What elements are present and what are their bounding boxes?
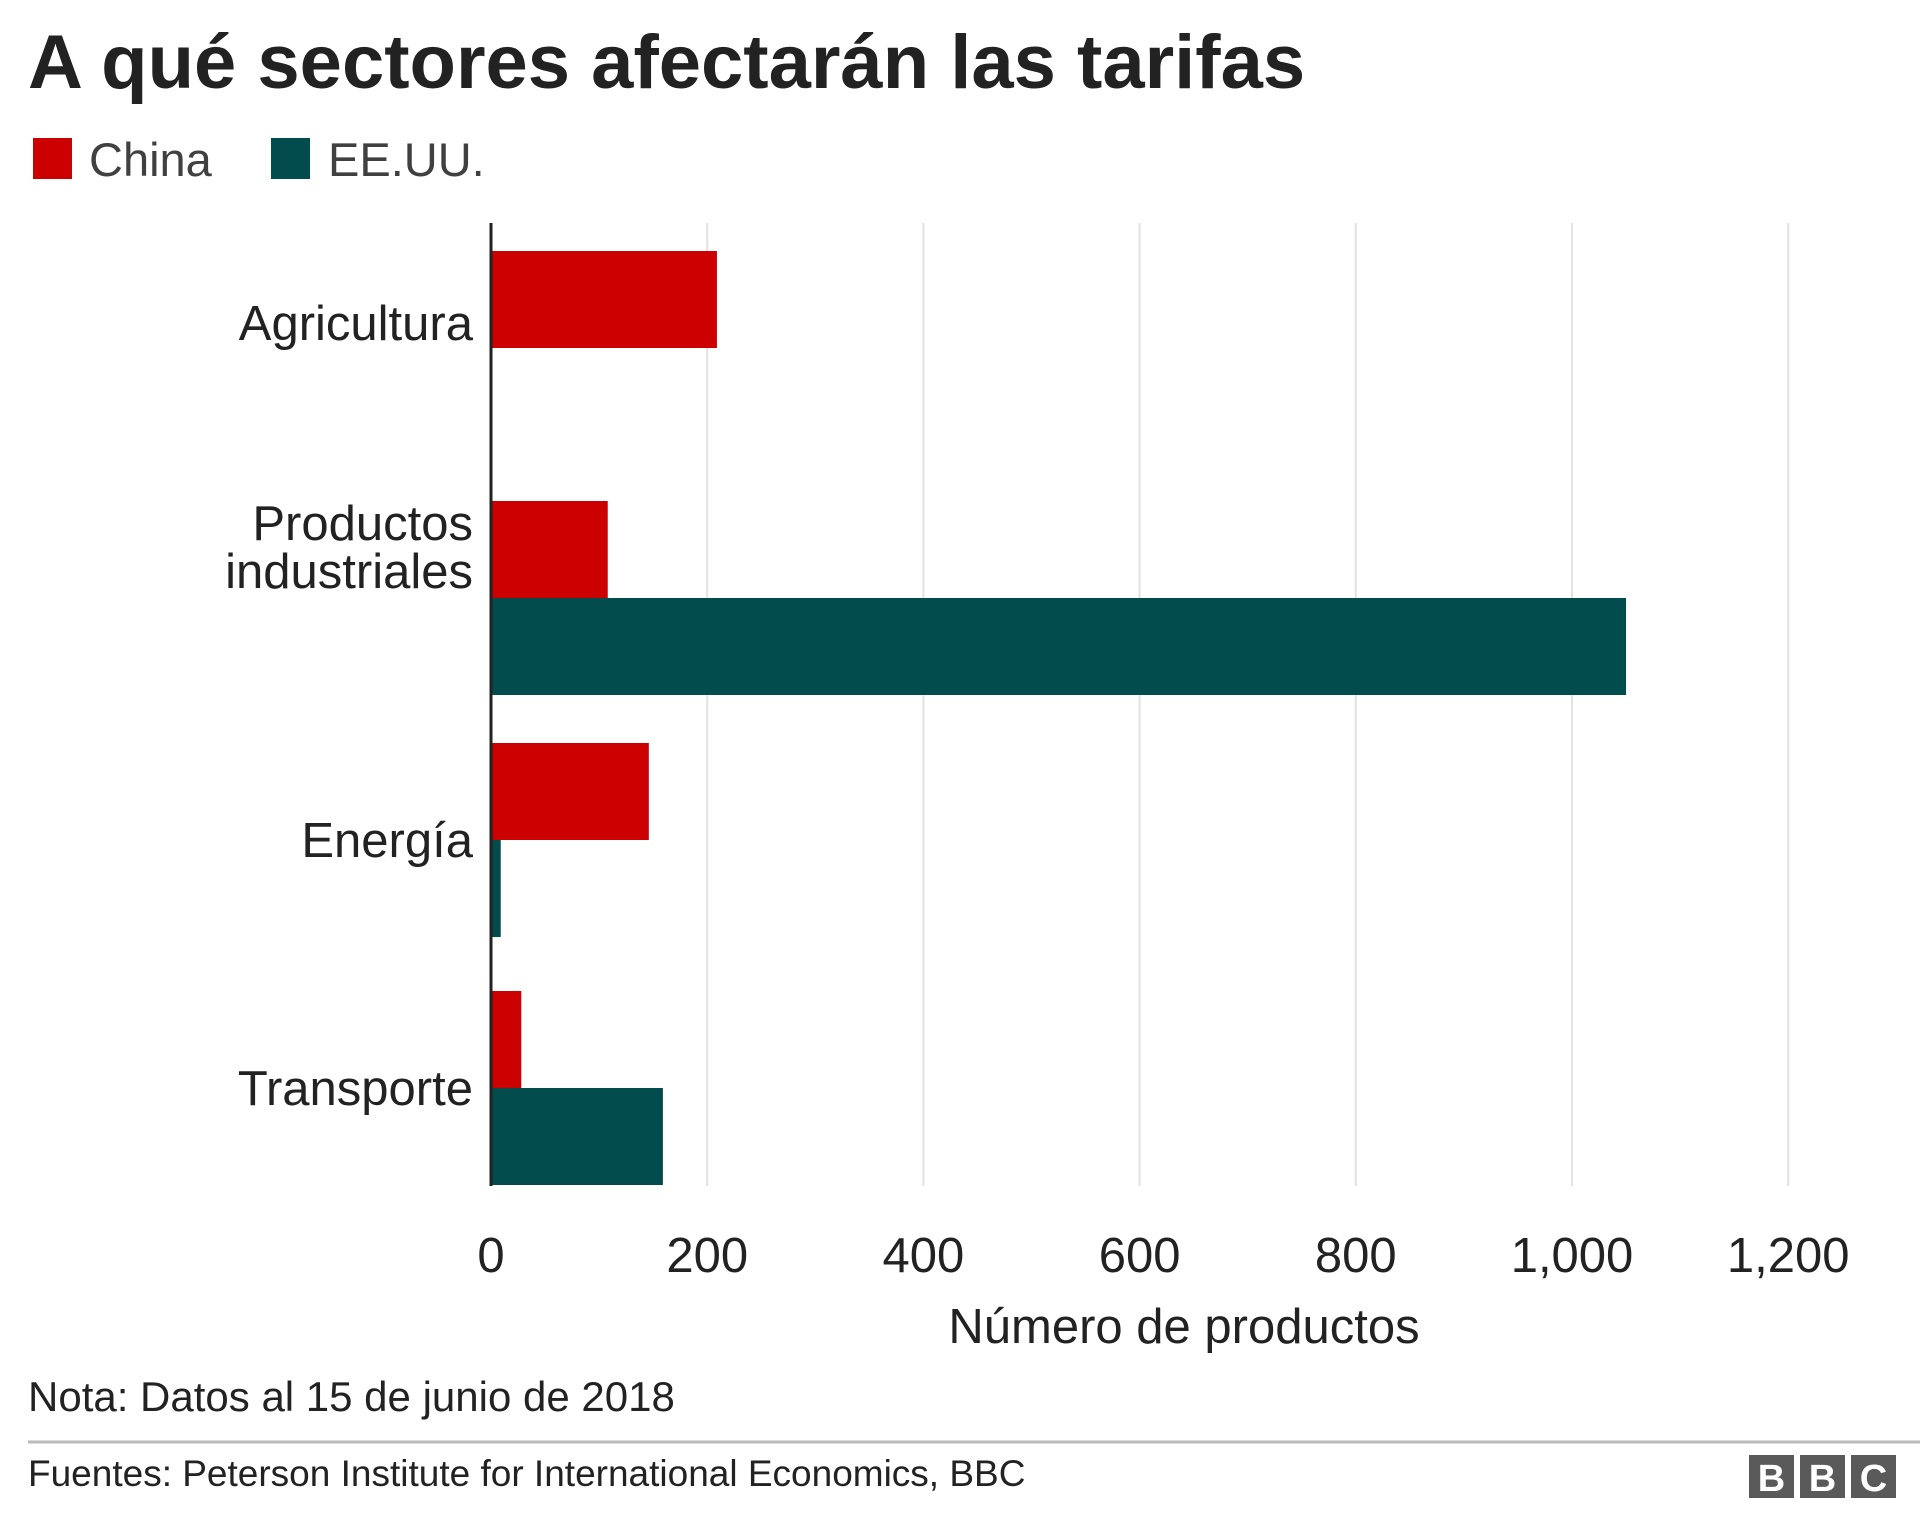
chart-source: Fuentes: Peterson Institute for Internat…: [28, 1453, 1025, 1494]
bbc-logo-block: [1851, 1455, 1896, 1498]
x-tick-labels: 0 200 400 600 800 1,000 1,200: [477, 1229, 1849, 1283]
category-label: industriales: [225, 545, 473, 599]
bar-china-1: [491, 501, 608, 598]
chart-title: A qué sectores afectarán las tarifas: [28, 20, 1305, 105]
legend-label-china: China: [89, 133, 213, 186]
bar-china-0: [491, 251, 717, 348]
bbc-logo-block: [1800, 1455, 1845, 1498]
x-tick-label: 400: [883, 1229, 965, 1283]
bars: [491, 251, 1627, 1185]
bbc-logo-block: [1749, 1455, 1794, 1498]
x-tick-label: 800: [1315, 1229, 1397, 1283]
gridlines: [706, 223, 1790, 1186]
x-tick-label: 600: [1099, 1229, 1181, 1283]
bbc-logo-letter: C: [1860, 1458, 1887, 1500]
bar-us-1: [491, 598, 1627, 695]
legend-label-us: EE.UU.: [328, 133, 485, 186]
category-label: Energía: [301, 814, 473, 868]
chart-note: Nota: Datos al 15 de junio de 2018: [28, 1373, 675, 1420]
x-tick-label: 1,200: [1727, 1229, 1850, 1283]
bbc-logo-letter: B: [1758, 1458, 1785, 1500]
bbc-logo-letter: B: [1809, 1458, 1836, 1500]
x-tick-label: 0: [477, 1229, 504, 1283]
x-tick-label: 200: [666, 1229, 748, 1283]
x-axis-title: Número de productos: [948, 1300, 1419, 1354]
bar-china-2: [491, 743, 649, 840]
legend-swatch-us: [271, 138, 310, 179]
legend: China EE.UU.: [33, 133, 485, 186]
legend-swatch-china: [33, 138, 72, 179]
x-tick-label: 1,000: [1511, 1229, 1634, 1283]
category-label: Agricultura: [239, 297, 474, 351]
bar-us-3: [491, 1088, 663, 1185]
category-label: Productos: [252, 497, 473, 551]
bar-us-2: [491, 840, 501, 937]
bar-china-3: [491, 991, 522, 1088]
category-label: Transporte: [238, 1062, 473, 1116]
